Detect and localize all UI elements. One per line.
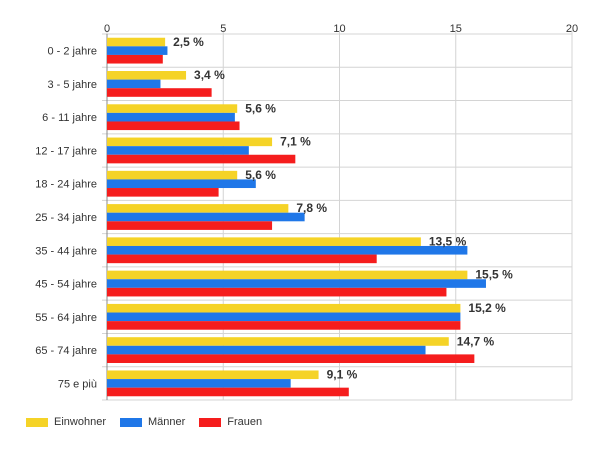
bar-frauen: [107, 254, 377, 264]
bar-mnner: [107, 379, 291, 388]
data-label: 13,5 %: [429, 234, 467, 248]
legend-item: Männer: [119, 416, 186, 428]
bar-mnner: [107, 146, 249, 155]
bar-mnner: [107, 279, 486, 288]
bar-mnner: [107, 179, 256, 189]
bar-einwohner: [107, 337, 449, 346]
legend-swatch: [119, 417, 142, 427]
bar-mnner: [107, 112, 235, 122]
bar-einwohner: [107, 270, 468, 280]
category-label: 6 - 11 jahre: [42, 112, 97, 124]
category-label: 55 - 64 jahre: [35, 312, 97, 324]
bar-einwohner: [107, 303, 461, 313]
bar-einwohner: [107, 204, 289, 213]
bar-einwohner: [107, 237, 421, 246]
bar-frauen: [107, 154, 296, 164]
bar-frauen: [107, 387, 349, 397]
bar-einwohner: [107, 104, 238, 113]
x-tick-label: 15: [450, 23, 462, 35]
data-label: 3,4 %: [194, 68, 225, 82]
category-label: 75 e più: [58, 378, 97, 390]
x-tick-label: 20: [566, 23, 578, 35]
category-label: 0 - 2 jahre: [47, 46, 97, 58]
category-label: 18 - 24 jahre: [35, 179, 97, 191]
x-tick-label: 10: [333, 23, 345, 35]
category-label: 45 - 54 jahre: [35, 279, 97, 291]
bar-mnner: [107, 345, 426, 355]
bar-frauen: [107, 121, 240, 131]
data-label: 15,5 %: [475, 268, 513, 282]
x-tick-label: 0: [104, 23, 110, 35]
bar-frauen: [107, 188, 219, 197]
legend-label: Einwohner: [54, 416, 106, 428]
legend-item: Frauen: [199, 416, 262, 428]
legend-swatch: [199, 417, 222, 427]
legend-label: Frauen: [227, 416, 263, 428]
bar-frauen: [107, 287, 447, 297]
bar-mnner: [107, 79, 161, 89]
data-label: 14,7 %: [457, 334, 495, 348]
bar-einwohner: [107, 71, 187, 80]
legend-label: Männer: [147, 416, 186, 428]
data-label: 9,1 %: [327, 368, 358, 382]
bar-mnner: [107, 212, 305, 222]
legend: Einwohner Männer Frauen: [26, 416, 276, 428]
category-label: 35 - 44 jahre: [35, 245, 97, 257]
data-label: 2,5 %: [173, 35, 204, 49]
bar-frauen: [107, 221, 273, 230]
category-label: 12 - 17 jahre: [35, 145, 97, 157]
legend-item: Einwohner: [26, 416, 106, 428]
bar-frauen: [107, 321, 461, 330]
bar-einwohner: [107, 137, 273, 147]
bar-einwohner: [107, 170, 238, 180]
bar-frauen: [107, 354, 475, 363]
data-label: 5,6 %: [245, 101, 276, 115]
category-label: 25 - 34 jahre: [35, 212, 97, 224]
data-label: 15,2 %: [468, 301, 506, 315]
x-tick-label: 5: [220, 23, 226, 35]
data-label: 7,8 %: [296, 201, 327, 215]
bar-einwohner: [107, 37, 166, 47]
category-label: 65 - 74 jahre: [35, 345, 97, 357]
bar-einwohner: [107, 370, 319, 380]
bar-mnner: [107, 245, 468, 255]
bar-frauen: [107, 54, 163, 64]
category-label: 3 - 5 jahre: [47, 79, 97, 91]
data-label: 5,6 %: [245, 168, 276, 182]
bar-mnner: [107, 312, 461, 322]
bar-mnner: [107, 46, 168, 55]
bar-frauen: [107, 88, 212, 97]
data-label: 7,1 %: [280, 135, 311, 149]
legend-swatch: [26, 417, 48, 427]
